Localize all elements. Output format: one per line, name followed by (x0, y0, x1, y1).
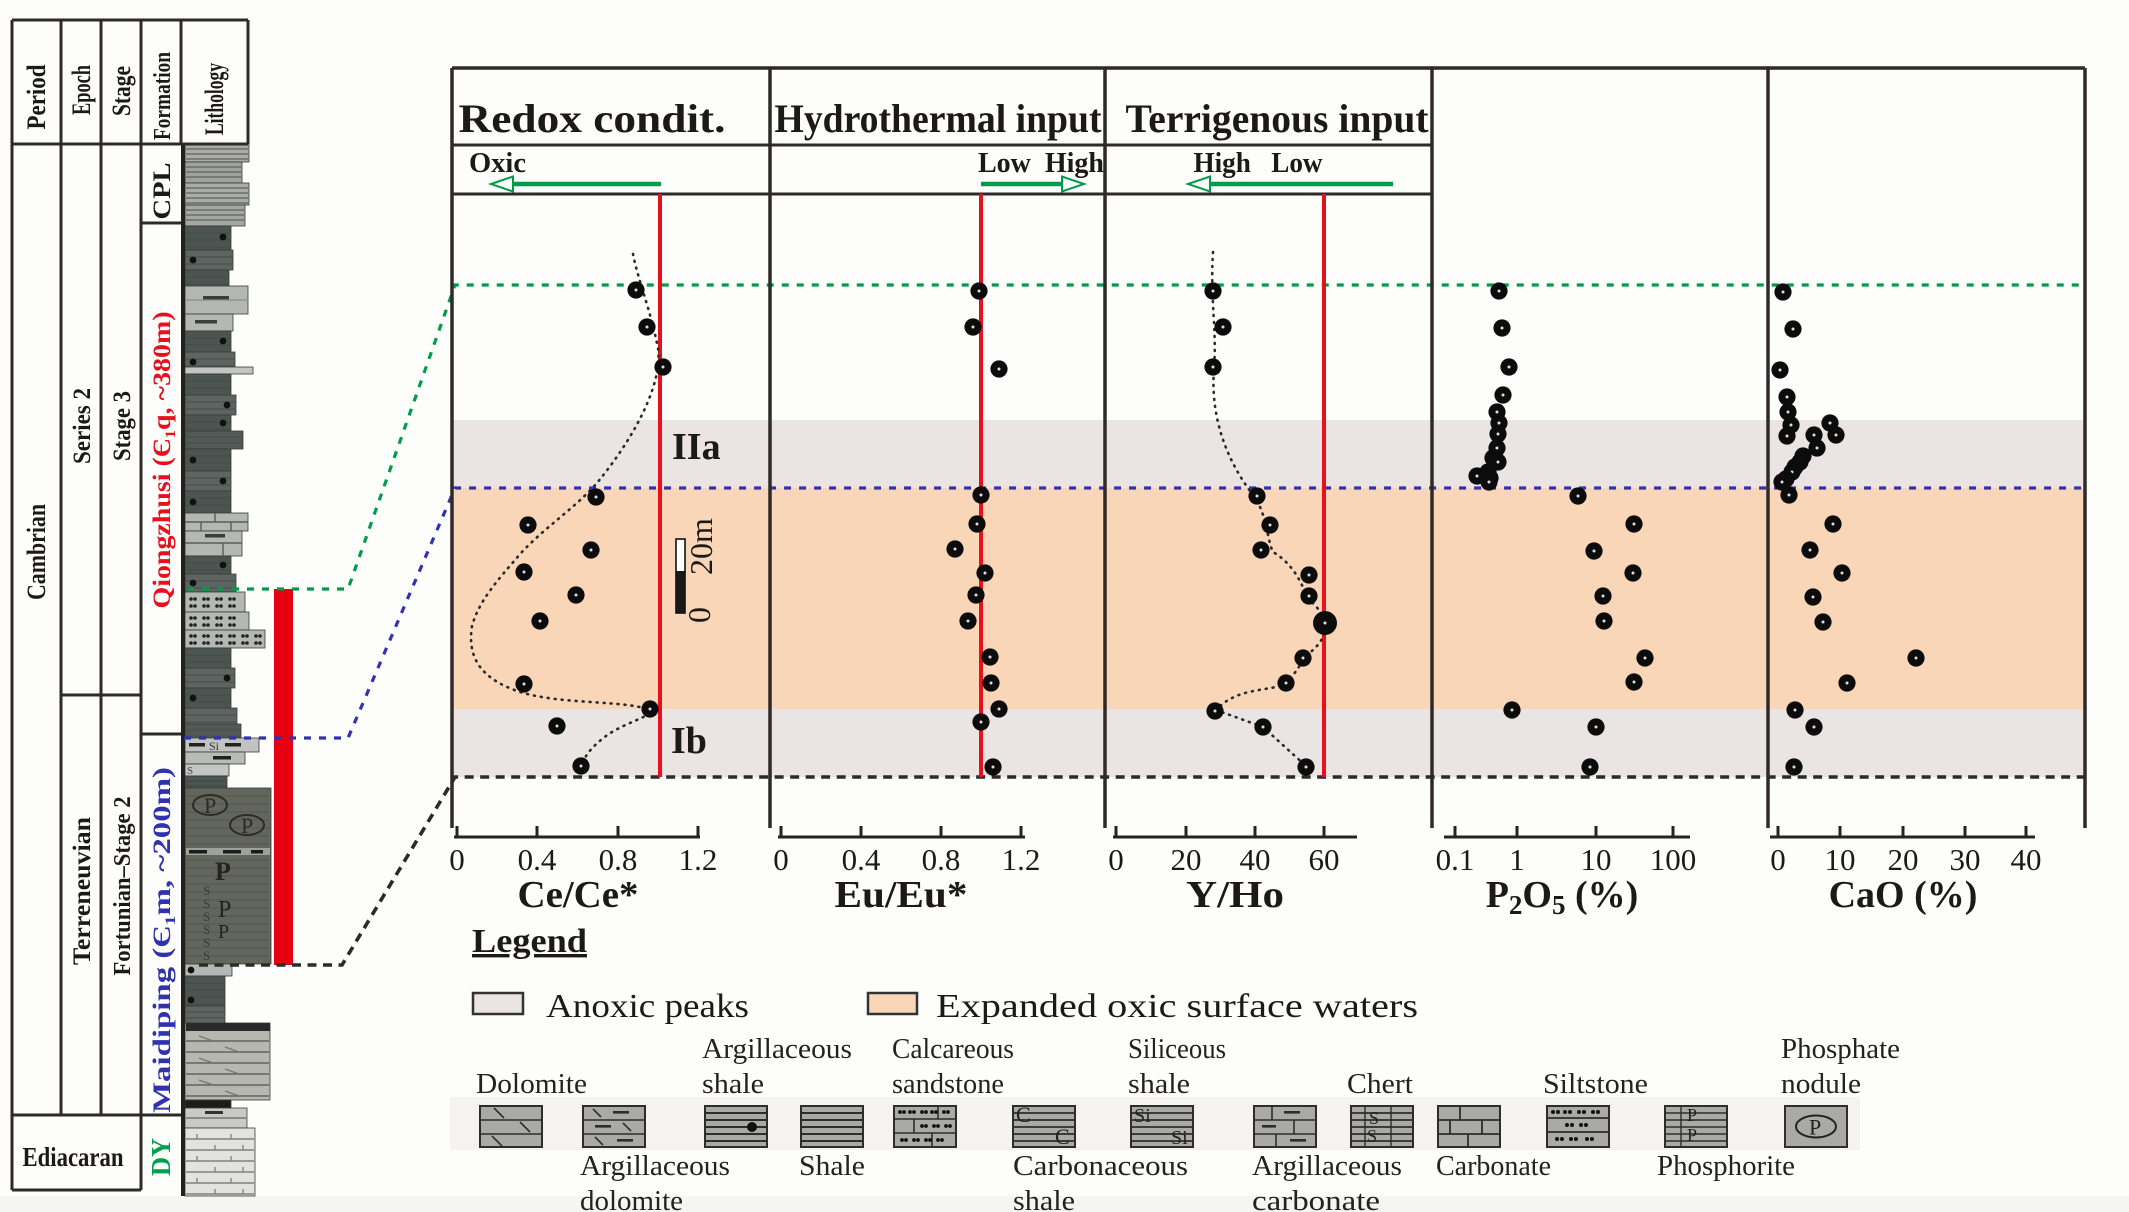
svg-text:1.2: 1.2 (1002, 842, 1041, 877)
svg-text:Phosphate: Phosphate (1781, 1033, 1900, 1065)
svg-text:carbonate: carbonate (1252, 1185, 1380, 1212)
svg-text:Siltstone: Siltstone (1543, 1068, 1648, 1100)
svg-text:Stage 3: Stage 3 (109, 391, 136, 461)
svg-text:Carbonate: Carbonate (1436, 1150, 1551, 1182)
svg-text:Ediacaran: Ediacaran (23, 1142, 124, 1172)
svg-text:Phosphorite: Phosphorite (1657, 1150, 1795, 1182)
svg-text:0.4: 0.4 (518, 842, 557, 877)
svg-text:dolomite: dolomite (580, 1185, 683, 1212)
svg-text:Eu/Eu*: Eu/Eu* (835, 874, 968, 916)
svg-text:shale: shale (1013, 1185, 1075, 1212)
svg-text:Dolomite: Dolomite (476, 1068, 587, 1100)
svg-text:C: C (1055, 1124, 1070, 1149)
svg-text:S: S (203, 922, 210, 937)
svg-text:S: S (203, 883, 210, 898)
svg-text:Si: Si (1171, 1127, 1188, 1149)
svg-text:0.4: 0.4 (842, 842, 881, 877)
svg-text:Qiongzhusi (Є1q, ~380m): Qiongzhusi (Є1q, ~380m) (149, 312, 179, 609)
svg-text:60: 60 (1309, 842, 1340, 877)
svg-text:Ce/Ce*: Ce/Ce* (518, 874, 639, 916)
svg-text:Cambrian: Cambrian (22, 504, 51, 600)
svg-text:Terrigenous input: Terrigenous input (1126, 96, 1430, 141)
svg-text:0.8: 0.8 (922, 842, 961, 877)
svg-text:shale: shale (702, 1068, 764, 1100)
svg-text:Ib: Ib (671, 720, 707, 762)
svg-text:sandstone: sandstone (892, 1068, 1004, 1100)
svg-text:0: 0 (1108, 842, 1124, 877)
svg-text:CPL: CPL (149, 163, 176, 220)
svg-text:Period: Period (22, 64, 51, 129)
svg-text:Calcareous: Calcareous (892, 1033, 1014, 1065)
svg-text:Terreneuvian: Terreneuvian (69, 817, 96, 965)
svg-text:Low High: Low High (978, 148, 1104, 179)
svg-text:30: 30 (1950, 842, 1981, 877)
svg-text:Y/Ho: Y/Ho (1186, 874, 1284, 916)
svg-text:Legend: Legend (472, 923, 587, 960)
svg-text:S: S (203, 909, 210, 924)
svg-text:Chert: Chert (1347, 1068, 1413, 1100)
svg-text:Epoch: Epoch (67, 65, 96, 115)
svg-text:0.8: 0.8 (599, 842, 638, 877)
svg-text:P: P (218, 921, 229, 943)
svg-text:Expanded oxic surface waters: Expanded oxic surface waters (936, 988, 1418, 1025)
svg-text:Formation: Formation (150, 52, 176, 140)
svg-text:IIa: IIa (672, 426, 721, 468)
svg-text:Argillaceous: Argillaceous (580, 1150, 730, 1182)
svg-text:P: P (204, 793, 216, 818)
svg-text:P: P (218, 897, 231, 923)
svg-text:S: S (203, 935, 210, 950)
svg-text:S: S (1367, 1126, 1377, 1146)
svg-text:P: P (215, 857, 231, 886)
svg-text:0: 0 (1770, 842, 1786, 877)
svg-text:0: 0 (773, 842, 789, 877)
svg-text:Anoxic peaks: Anoxic peaks (546, 988, 749, 1025)
svg-text:Oxic: Oxic (469, 148, 526, 179)
svg-text:P: P (1809, 1115, 1821, 1140)
svg-text:10: 10 (1825, 842, 1856, 877)
svg-text:Stage: Stage (107, 66, 136, 116)
svg-text:C: C (1016, 1102, 1031, 1127)
svg-text:Siliceous: Siliceous (1128, 1033, 1226, 1065)
svg-text:20m: 20m (683, 518, 719, 575)
svg-text:Si: Si (1134, 1105, 1151, 1127)
svg-text:10: 10 (1581, 842, 1612, 877)
svg-text:P: P (1687, 1125, 1697, 1145)
svg-text:Maidiping (Є1m, ~200m): Maidiping (Є1m, ~200m) (149, 767, 179, 1113)
svg-text:1.2: 1.2 (679, 842, 718, 877)
svg-text:CaO (%): CaO (%) (1829, 874, 1978, 916)
svg-text:1: 1 (1509, 842, 1525, 877)
svg-text:Redox condit.: Redox condit. (459, 96, 726, 141)
svg-text:Fortunian–Stage 2: Fortunian–Stage 2 (110, 797, 136, 976)
svg-text:S: S (1369, 1108, 1379, 1128)
svg-text:Hydrothermal input: Hydrothermal input (775, 96, 1103, 141)
svg-text:Carbonaceous: Carbonaceous (1013, 1150, 1188, 1182)
svg-text:High Low: High Low (1194, 148, 1324, 179)
svg-text:0.1: 0.1 (1436, 842, 1475, 877)
svg-text:40: 40 (2011, 842, 2042, 877)
svg-text:Argillaceous: Argillaceous (702, 1033, 852, 1065)
svg-text:20: 20 (1171, 842, 1202, 877)
svg-text:40: 40 (1240, 842, 1271, 877)
svg-text:nodule: nodule (1781, 1068, 1861, 1100)
svg-text:DY: DY (146, 1138, 176, 1176)
svg-text:0: 0 (681, 607, 717, 623)
svg-text:Lithology: Lithology (200, 63, 229, 135)
svg-text:P: P (241, 813, 253, 838)
svg-text:S: S (203, 896, 210, 911)
svg-text:P: P (1687, 1105, 1697, 1125)
svg-text:Argillaceous: Argillaceous (1252, 1150, 1402, 1182)
svg-text:20: 20 (1888, 842, 1919, 877)
svg-text:0: 0 (449, 842, 465, 877)
svg-text:100: 100 (1650, 842, 1697, 877)
svg-text:Series 2: Series 2 (69, 388, 96, 464)
svg-text:Shale: Shale (799, 1150, 865, 1182)
svg-text:Si: Si (209, 739, 220, 753)
svg-text:shale: shale (1128, 1068, 1190, 1100)
svg-text:S: S (187, 765, 193, 777)
svg-text:S: S (203, 948, 210, 963)
